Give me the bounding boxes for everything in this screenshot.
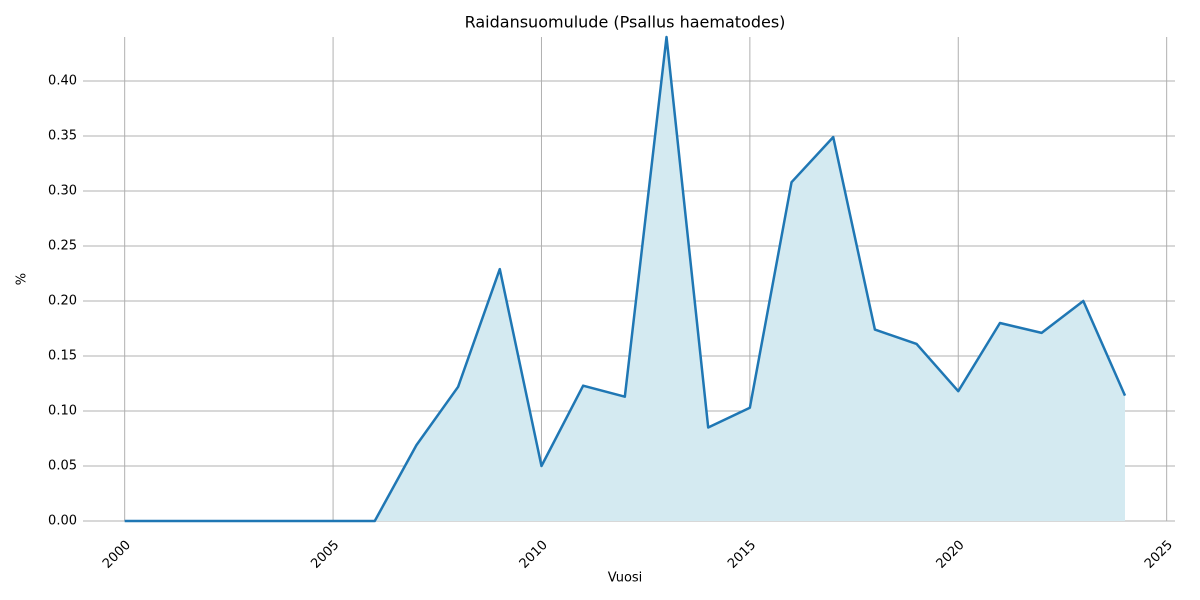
x-tick-label: 2020 <box>934 538 968 572</box>
y-tick-label: 0.35 <box>48 129 77 144</box>
y-tick-label: 0.05 <box>48 459 77 474</box>
y-tick-label: 0.15 <box>48 349 77 364</box>
y-tick-label: 0.20 <box>48 294 77 309</box>
x-tick-label: 2005 <box>308 538 342 572</box>
y-tick-label: 0.25 <box>48 239 77 254</box>
x-tick-label: 2000 <box>100 538 134 572</box>
y-axis-label: % <box>15 273 30 285</box>
chart-title: Raidansuomulude (Psallus haematodes) <box>465 13 786 32</box>
x-tick-label: 2015 <box>725 538 759 572</box>
area <box>124 37 1125 521</box>
y-tick-label: 0.40 <box>48 74 77 89</box>
line <box>124 35 1127 523</box>
x-tick-label: 2025 <box>1142 538 1176 572</box>
x-tick-label: 2010 <box>517 538 551 572</box>
y-tick-label: 0.10 <box>48 404 77 419</box>
x-axis-label: Vuosi <box>608 571 643 586</box>
y-tick-label: 0.00 <box>48 514 77 529</box>
y-tick-label: 0.30 <box>48 184 77 199</box>
